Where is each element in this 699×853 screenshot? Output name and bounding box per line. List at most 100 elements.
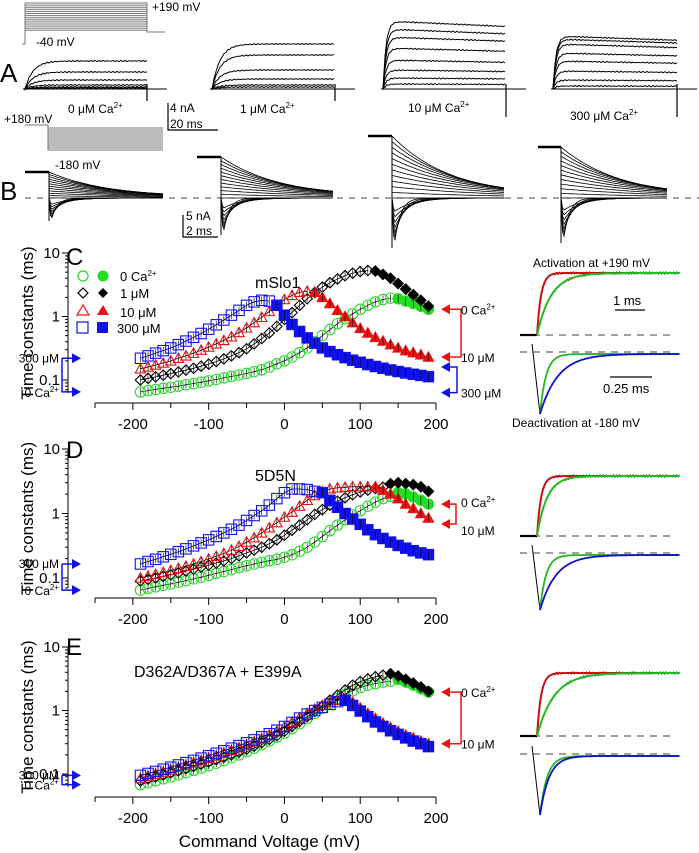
scale-bar-b [182, 215, 218, 238]
plot-panel-e: 0.1 1 10 Time constants (ms) -200 -100 0 100 200… [18, 639, 496, 851]
y-axis-label: Time constants (ms) [18, 442, 37, 595]
inset-scale-activation: 1 ms [613, 293, 642, 308]
data-point [187, 557, 200, 569]
current-trace [391, 152, 505, 189]
data-point [179, 349, 193, 361]
data-point [248, 558, 260, 570]
data-point [240, 342, 253, 355]
data-point [172, 351, 185, 363]
series-0-ca2-activation-filled- [392, 486, 435, 510]
data-point [308, 508, 321, 521]
data-point [346, 267, 359, 280]
data-point [248, 365, 260, 378]
data-point [165, 548, 177, 561]
plot-title: 5D5N [255, 468, 296, 485]
bracket-line [61, 357, 73, 393]
data-point [285, 505, 299, 517]
inset-c [520, 271, 680, 415]
data-point [210, 373, 222, 386]
data-point [240, 299, 253, 312]
arrow-icon [72, 386, 81, 397]
current-trace [552, 35, 678, 89]
current-trace [211, 77, 335, 89]
scale-a-time: 20 ms [170, 117, 203, 131]
series-10-m-activation-filled- [308, 286, 435, 362]
series-300-m-activation-filled- [316, 486, 435, 561]
tail-current-trace [560, 197, 666, 226]
data-point [377, 293, 389, 306]
current-trace [211, 53, 334, 90]
arrow-icon [441, 387, 450, 398]
series-1-m-activation-filled- [384, 476, 435, 498]
x-tick-label: 100 [348, 611, 373, 628]
protocol-b-bottom-label: -180 mV [55, 158, 100, 172]
data-point [180, 543, 192, 555]
current-trace [391, 186, 505, 195]
data-point [134, 571, 147, 583]
data-point [210, 530, 222, 543]
legend-item-10um: 10 μM [75, 303, 156, 320]
deactivation-onset [531, 745, 541, 816]
data-point [286, 524, 298, 537]
current-trace [391, 169, 505, 191]
annotation-label: 0 Ca2+ [461, 685, 496, 700]
data-point [323, 276, 336, 289]
activation-fit [536, 475, 680, 537]
data-point [286, 548, 298, 561]
data-point [142, 372, 155, 385]
inset-fits [520, 271, 680, 816]
series-300-m-deactivation-open- [134, 483, 321, 570]
data-point [141, 360, 155, 372]
deactivation-trace [539, 554, 680, 611]
legend-label: 300 μM [117, 321, 161, 336]
current-trace [391, 146, 505, 189]
current-trace [48, 195, 164, 198]
data-point [202, 749, 215, 762]
data-point [157, 344, 169, 357]
current-trace [221, 193, 334, 198]
panel-label-a: A [0, 58, 18, 88]
x-tick-label: -200 [118, 810, 148, 827]
data-point [271, 358, 283, 370]
data-point [165, 342, 177, 354]
deactivation-fit [539, 353, 680, 415]
legend-label: 0 Ca [120, 269, 148, 284]
annotation-bracket-left: 300 μM0 Ca2+ [19, 768, 81, 793]
current-trace [48, 183, 164, 195]
data-point [157, 763, 169, 775]
condition-label-300um: 300 μM Ca2+ [570, 108, 638, 123]
data-point [165, 381, 177, 393]
data-point [324, 323, 336, 336]
data-point [278, 720, 291, 733]
data-point [293, 499, 306, 511]
scale-b-current: 5 nA [186, 209, 211, 223]
data-point [218, 527, 230, 539]
current-trace [24, 85, 148, 91]
data-point [369, 496, 382, 508]
data-point [278, 355, 291, 367]
data-point [149, 567, 162, 580]
y-tick-label: 10 [43, 245, 60, 262]
deactivation-fit [539, 755, 680, 816]
condition-label-10um: 10 μM Ca2+ [408, 100, 470, 115]
series-10-m-activation-filled- [369, 480, 435, 523]
current-trace [382, 36, 506, 89]
data-point [134, 352, 147, 365]
current-trace [382, 77, 506, 89]
data-point [142, 767, 154, 780]
bracket-line [450, 366, 458, 394]
data-point [172, 562, 185, 574]
bracket-line [450, 308, 462, 358]
scale-a-current: 4 nA [170, 101, 195, 115]
current-trace [382, 59, 506, 90]
data-point [187, 346, 200, 358]
data-point [278, 529, 291, 542]
activation-fit [536, 672, 680, 737]
x-tick-label: 0 [280, 810, 288, 827]
arrow-icon [441, 352, 450, 363]
y-tick-label: 10 [43, 639, 60, 656]
current-trace [382, 28, 506, 89]
data-point [263, 327, 276, 339]
x-tick-label: 0 [280, 416, 288, 433]
legend-item-0ca: 0 Ca2+ [77, 269, 157, 284]
